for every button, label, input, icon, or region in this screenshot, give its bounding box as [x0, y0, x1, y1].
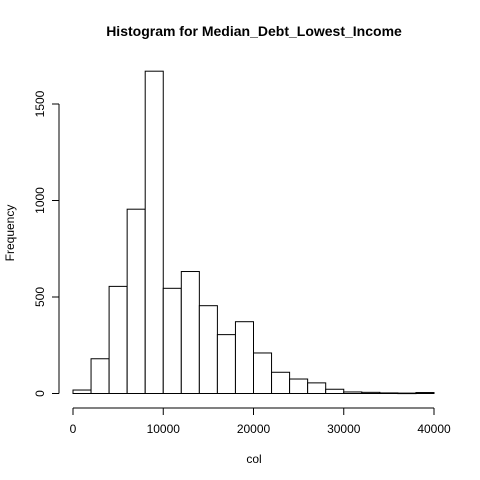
- x-tick-label: 20000: [237, 422, 271, 436]
- histogram-bar-17: [379, 392, 399, 395]
- y-tick-label: 500: [33, 287, 47, 307]
- histogram-bar-0: [72, 389, 92, 394]
- histogram-bar-5: [162, 287, 182, 394]
- histogram-bar-18: [397, 392, 417, 395]
- x-tick-label: 0: [70, 422, 77, 436]
- y-axis: 0 500 1000 1500: [33, 90, 60, 397]
- histogram-bar-15: [343, 391, 363, 394]
- histogram-bar-19: [415, 392, 435, 395]
- bars-group: [72, 70, 435, 395]
- histogram-bar-10: [253, 352, 273, 394]
- y-tick-label: 0: [33, 390, 47, 397]
- histogram-bar-8: [216, 334, 236, 395]
- y-axis-label: Frequency: [3, 205, 17, 262]
- histogram-bar-14: [325, 388, 345, 394]
- histogram-bar-12: [289, 378, 309, 394]
- histogram-bar-1: [90, 358, 110, 395]
- histogram-bar-13: [307, 382, 327, 395]
- histogram-bar-11: [271, 371, 291, 394]
- histogram-bar-7: [198, 305, 218, 394]
- histogram-bar-4: [144, 70, 164, 394]
- x-axis: 0 10000 20000 30000 40000: [70, 407, 451, 436]
- histogram-bar-6: [180, 271, 200, 394]
- histogram-bar-2: [108, 285, 128, 395]
- chart-title: Histogram for Median_Debt_Lowest_Income: [106, 23, 402, 39]
- x-tick-label: 40000: [417, 422, 451, 436]
- histogram-bar-3: [126, 208, 146, 394]
- x-tick-label: 10000: [147, 422, 181, 436]
- histogram-bar-16: [361, 391, 381, 394]
- y-tick-label: 1500: [33, 90, 47, 117]
- histogram-bar-9: [234, 321, 254, 395]
- y-tick-label: 1000: [33, 187, 47, 214]
- x-axis-label: col: [246, 452, 261, 466]
- x-tick-label: 30000: [327, 422, 361, 436]
